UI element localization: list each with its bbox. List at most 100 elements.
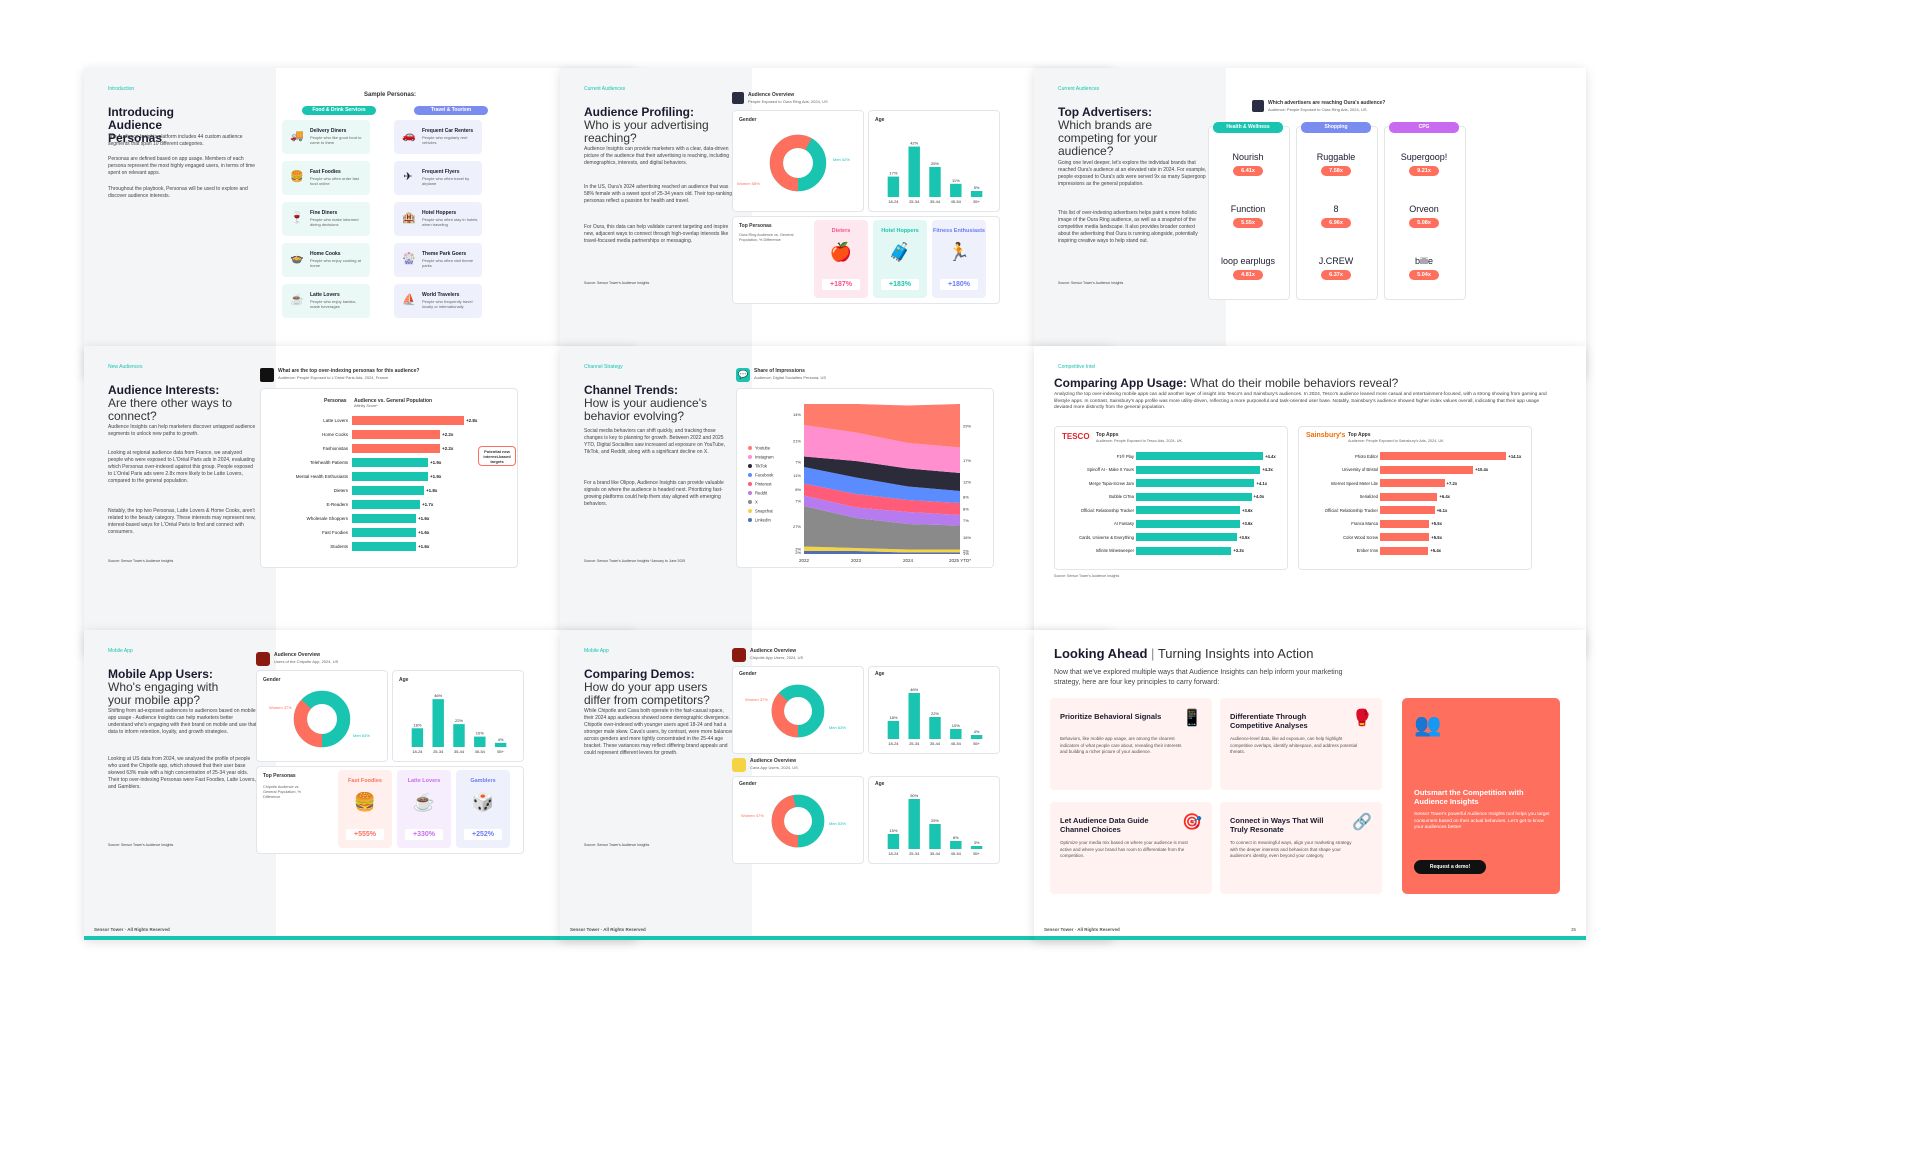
age-bar <box>908 693 920 739</box>
age-bar <box>929 167 941 197</box>
persona-bar <box>352 472 428 481</box>
advertisers-subtitle: Audience: People Exposed to Oura Ring Ad… <box>1268 107 1367 112</box>
slide-title: Audience Profiling: Who is your advertisi… <box>584 106 714 145</box>
app-bar-value: +4.4x <box>1265 453 1276 459</box>
title-main: Comparing Demos: <box>584 667 695 681</box>
age-label: Age <box>875 781 885 787</box>
principle-icon: 🎯 <box>1182 814 1202 831</box>
donut-women-segment <box>769 134 827 192</box>
app-bar <box>1380 533 1430 541</box>
slide-kicker: Mobile App <box>108 648 133 654</box>
slide-body-1: While Chipotle and Cava both operate in … <box>584 708 734 756</box>
chart-title: Share of Impressions <box>754 368 805 374</box>
title-main: Channel Trends: <box>584 383 679 397</box>
app-bar-value: +6.1x <box>1436 507 1448 513</box>
app-bar-label: Bubble CiTea <box>1109 494 1134 499</box>
principle-description: Optimize your media mix based on where y… <box>1060 840 1188 858</box>
age-bar <box>929 717 941 739</box>
legend-label: X <box>755 500 758 505</box>
persona-bar <box>352 542 416 551</box>
app-bar-label: Infinite Minesweeper <box>1095 548 1134 553</box>
chart-subtitle: Audience: Digital Socialites Persona, US <box>754 375 827 380</box>
app-bar-value: +4.0x <box>1253 494 1265 499</box>
age-bar <box>950 729 962 739</box>
advertiser-brand-logo: billie <box>1414 256 1433 266</box>
overview-title-cava: Audience Overview <box>750 758 797 764</box>
slide-comparing-app-usage: Competitive Intel Comparing App Usage: W… <box>1034 346 1586 656</box>
age-tick-label: 55+ <box>973 199 980 204</box>
age-value-label: 22% <box>931 711 939 716</box>
title-main: Top Advertisers: <box>1058 105 1153 119</box>
app-bar-value: +10.4x <box>1475 467 1489 472</box>
area-left-label: 3% <box>795 546 801 551</box>
app-bar-label: AI Fantasy <box>1113 521 1134 526</box>
age-card-cava: Age 15% 18-24 50% 25-34 25% 35-44 8% 45-54 3% 55+ <box>868 776 1000 864</box>
legend-swatch <box>748 509 752 513</box>
top-personas-note: Chipotle Audience vs. General Population… <box>263 785 301 799</box>
slide-comparing-demos: Mobile App Comparing Demos: How do your a… <box>560 630 1112 940</box>
app-bar <box>1136 506 1240 514</box>
legend-swatch <box>748 500 752 504</box>
persona-name: Home Cooks <box>310 251 341 257</box>
top-persona-value: +183% <box>881 279 919 290</box>
gender-card: Gender Women 58% Men 42% <box>732 110 864 212</box>
app-bar-label: Serialized <box>1359 494 1378 499</box>
chipotle-logo <box>256 652 270 666</box>
advertiser-brand-logo: J.CREW <box>1318 256 1354 266</box>
slide-left-pane <box>560 346 752 656</box>
slide-left-pane <box>84 630 276 940</box>
persona-description: People who often order fast food online <box>310 176 359 186</box>
advertiser-score: 5.55x <box>1233 218 1263 228</box>
top-personas-title: Top Personas <box>263 773 296 779</box>
advertiser-brand-logo: loop earplugs <box>1220 256 1276 266</box>
legend-swatch <box>748 491 752 495</box>
age-value-label: 8% <box>953 835 959 840</box>
persona-bar-value: +1.9x <box>430 460 442 465</box>
top-persona-tile: Dieters 🍎 +187% <box>814 220 868 298</box>
persona-bar-value: +2.8x <box>466 418 478 423</box>
top-persona-label: Hotel Hoppers <box>881 228 919 234</box>
persona-icon: ✈ <box>403 171 413 183</box>
age-tick-label: 18-24 <box>412 749 423 754</box>
advertiser-score: 6.37x <box>1321 270 1351 280</box>
slide-body-2: This list of over-indexing advertisers h… <box>1058 210 1198 244</box>
slide-body-3: Throughout the playbook, Personas will b… <box>108 186 248 199</box>
persona-bar <box>352 444 440 453</box>
area-left-label: 7% <box>795 498 801 503</box>
persona-icon: 🚚 <box>290 130 304 142</box>
persona-bar <box>352 500 420 509</box>
request-demo-button[interactable]: Request a demo! <box>1414 860 1486 874</box>
slide-introducing-personas: Introduction Introducing Audience Person… <box>84 68 636 378</box>
persona-icon: ☕ <box>290 294 304 306</box>
title-main: Mobile App Users: <box>108 667 213 681</box>
persona-description: People who like good food to come to the… <box>310 135 362 145</box>
title-main: Comparing App Usage: <box>1054 376 1187 390</box>
age-tick-label: 25-34 <box>909 199 920 204</box>
x-tick-label: 2023 <box>851 558 862 563</box>
principle-description: To connect in meaningful ways, align you… <box>1230 840 1352 858</box>
overview-title-chipotle: Audience Overview <box>750 648 797 654</box>
slide-kicker: Mobile App <box>584 648 609 654</box>
persona-icon: 🚗 <box>402 130 416 142</box>
affinity-col-header: Audience vs. General Population <box>354 398 433 404</box>
legend-swatch <box>748 473 752 477</box>
overview-title: Audience Overview <box>748 92 795 98</box>
area-left-label: 27% <box>793 524 801 529</box>
tesco-title: Top Apps <box>1096 432 1119 438</box>
interests-question: What are the top over-indexing personas … <box>278 368 420 374</box>
title-main: Audience Interests: <box>108 383 220 397</box>
advertiser-score: 6.96x <box>1321 218 1351 228</box>
persona-bar-label: Wholesale Shoppers <box>306 516 348 521</box>
title-sub: Turning Insights into Action <box>1157 646 1314 661</box>
principle-icon: 🔗 <box>1352 814 1372 831</box>
slide-body-1: Audience Insights can help marketers dis… <box>108 424 256 437</box>
advertiser-score: 6.41x <box>1233 166 1263 176</box>
area-series-youtube <box>804 404 960 448</box>
slide-channel-trends: Channel Strategy Channel Trends: How is y… <box>560 346 1112 656</box>
source-note: Source: Sensor Tower's Audience Insights <box>1058 281 1124 285</box>
advertiser-score: 9.21x <box>1409 166 1439 176</box>
slide-mobile-app-users: Mobile App Mobile App Users: Who's engagi… <box>84 630 636 940</box>
area-left-label: 7% <box>795 459 801 464</box>
top-persona-value: +555% <box>346 829 384 840</box>
app-bar <box>1380 492 1438 501</box>
